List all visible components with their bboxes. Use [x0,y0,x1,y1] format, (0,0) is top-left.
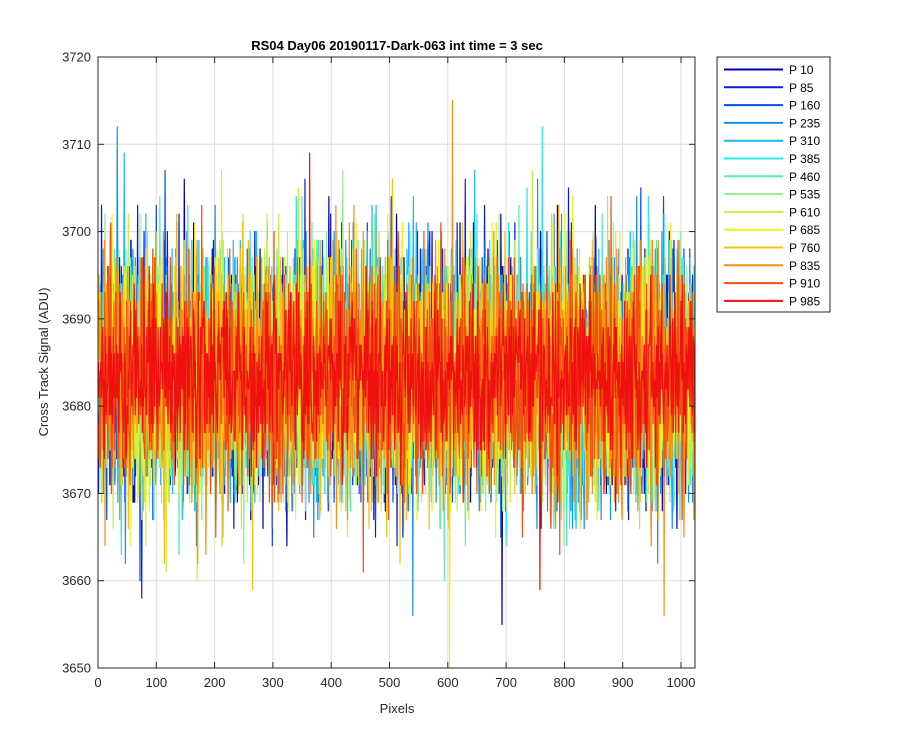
y-tick-label: 3650 [62,661,91,676]
x-tick-label: 900 [612,675,634,690]
legend-label: P 85 [789,81,814,95]
legend-label: P 460 [789,170,820,184]
legend-label: P 160 [789,99,820,113]
x-tick-label: 600 [437,675,459,690]
legend-label: P 835 [789,259,820,273]
legend-label: P 535 [789,188,820,202]
y-tick-label: 3670 [62,486,91,501]
legend-label: P 985 [789,294,820,308]
series-layer [98,100,695,668]
legend-label: P 235 [789,116,820,130]
y-tick-label: 3680 [62,399,91,414]
legend-label: P 310 [789,134,820,148]
legend-label: P 910 [789,277,820,291]
x-tick-label: 100 [145,675,167,690]
x-tick-label: 400 [320,675,342,690]
legend-label: P 760 [789,241,820,255]
x-tick-label: 1000 [667,675,696,690]
x-axis-label: Pixels [380,701,415,716]
legend: P 10 P 85 P 160 P 235 P 310 P 385 P 460 P 535 P … [716,56,831,313]
x-tick-label: 700 [495,675,517,690]
x-tick-label: 0 [94,675,101,690]
chart-title: RS04 Day06 20190117-Dark-063 int time = … [251,38,543,53]
x-tick-label: 800 [554,675,576,690]
y-tick-label: 3700 [62,224,91,239]
legend-label: P 10 [789,63,814,77]
y-tick-label: 3690 [62,311,91,326]
x-tick-label: 200 [204,675,226,690]
y-tick-label: 3720 [62,50,91,65]
legend-label: P 610 [789,205,820,219]
x-tick-label: 500 [379,675,401,690]
y-tick-label: 3710 [62,137,91,152]
series-line-p985 [98,152,695,591]
legend-label: P 685 [789,223,820,237]
y-tick-label: 3660 [62,573,91,588]
plot-frame [97,56,696,669]
legend-box [716,56,831,313]
y-axis-label: Cross Track Signal (ADU) [36,288,51,437]
axis-ticks: 0 100 200 300 400 500 600 700 800 900 1000 3650 3660… [62,50,695,691]
x-tick-label: 300 [262,675,284,690]
legend-label: P 385 [789,152,820,166]
